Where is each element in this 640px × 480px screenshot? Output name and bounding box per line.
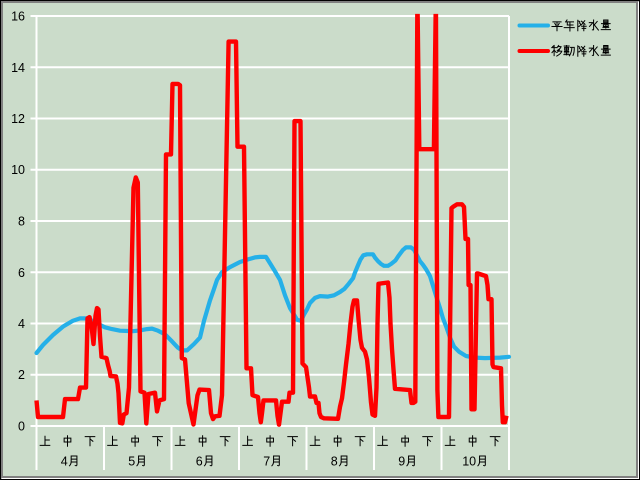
svg-text:8: 8 — [18, 215, 25, 229]
svg-text:6: 6 — [196, 454, 203, 468]
svg-text:10: 10 — [11, 163, 25, 177]
svg-text:2: 2 — [18, 368, 25, 382]
svg-text:9: 9 — [398, 454, 405, 468]
svg-text:7: 7 — [263, 454, 270, 468]
svg-text:5: 5 — [128, 454, 135, 468]
svg-text:4: 4 — [18, 317, 25, 331]
svg-text:16: 16 — [11, 10, 25, 24]
svg-text:8: 8 — [331, 454, 338, 468]
svg-text:0: 0 — [18, 420, 25, 434]
svg-text:10: 10 — [462, 454, 476, 468]
svg-text:4: 4 — [61, 454, 68, 468]
svg-text:12: 12 — [11, 112, 25, 126]
svg-text:14: 14 — [11, 61, 25, 75]
svg-text:6: 6 — [18, 266, 25, 280]
